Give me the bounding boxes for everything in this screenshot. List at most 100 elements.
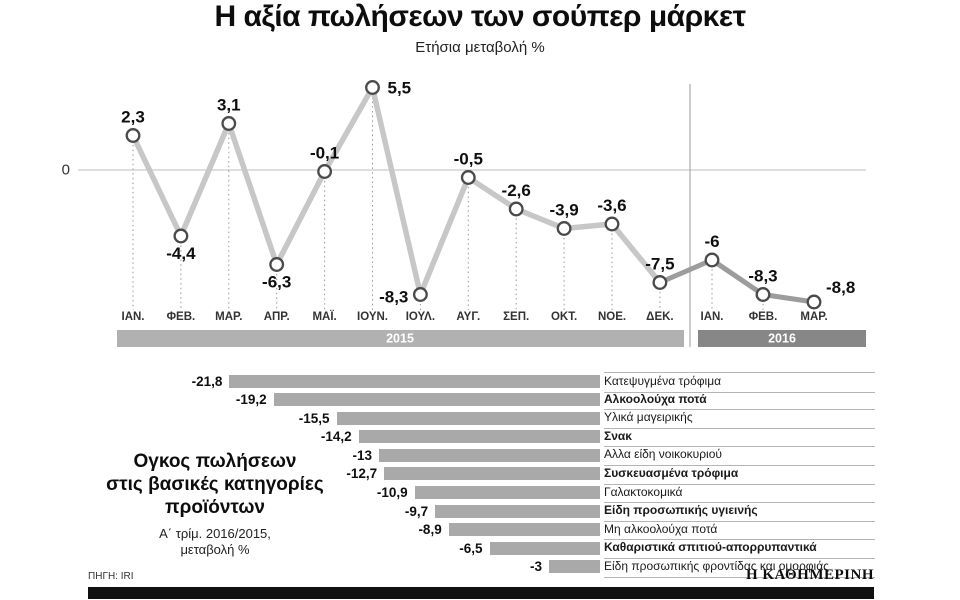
data-point-marker: [755, 287, 771, 302]
month-label: ΙΑΝ.: [122, 311, 145, 323]
month-label: ΜΑΡ.: [215, 311, 242, 323]
series-line-2015: [130, 84, 663, 298]
bar-category-label: Αλλα είδη νοικοκυριού: [604, 446, 875, 466]
page-title: Η αξία πωλήσεων των σούπερ μάρκετ: [214, 0, 746, 33]
bar: [336, 411, 600, 425]
data-point-marker: [412, 287, 428, 302]
bar-category-label: Υλικά μαγειρικής: [604, 409, 875, 429]
bar-value-label: -6,5: [459, 540, 483, 556]
value-label: 5,5: [388, 79, 412, 98]
value-label: 3,1: [217, 96, 241, 115]
bar-row: -9,7 Είδη προσωπικής υγιεινής: [0, 502, 960, 522]
value-label: -0,5: [454, 150, 483, 169]
bar-chart-rows: -21,8 Κατεψυγμένα τρόφιμα -19,2 Αλκοολούχα …: [0, 372, 960, 578]
bar-row: -19,2 Αλκοολούχα ποτά: [0, 391, 960, 411]
month-label: ΦΕΒ.: [749, 311, 778, 323]
data-point-marker: [269, 257, 285, 272]
value-label: -4,4: [166, 244, 196, 263]
bar-chart-title-block: Ογκος πωλήσεων στις βασικές κατηγορίες π…: [80, 450, 350, 558]
year-band-2015: [117, 330, 684, 347]
bar-chart-title-line2: στις βασικές κατηγορίες: [106, 474, 324, 495]
series-line-2016: [657, 257, 817, 305]
data-point-marker: [806, 294, 822, 310]
bar-value-label: -15,5: [298, 410, 330, 426]
value-label: -6: [704, 232, 719, 251]
bar-row: -14,2 Σνακ: [0, 428, 960, 448]
bar-category-label: Καθαριστικά σπιτιού-απορρυπαντικά: [604, 539, 875, 559]
footer-rule: [88, 587, 874, 599]
year-band-2016: [698, 330, 866, 347]
bar-row: -15,5 Υλικά μαγειρικής: [0, 409, 960, 429]
bar-category-label: Είδη προσωπικής υγιεινής: [604, 502, 875, 522]
bar: [379, 448, 600, 462]
value-label: -7,5: [645, 255, 674, 274]
value-label: 2,3: [121, 108, 145, 127]
bar-chart-subtitle-line1: Α΄ τρίμ. 2016/2015,: [159, 526, 271, 541]
bar-category-label: Συσκευασμένα τρόφιμα: [604, 465, 875, 485]
bar-chart-title-line1: Ογκος πωλήσεων: [133, 451, 297, 472]
data-point-marker: [173, 228, 189, 244]
data-point-marker: [556, 221, 572, 236]
bar-row: -10,9 Γαλακτοκομικά: [0, 484, 960, 504]
bar-category-label: Αλκοολούχα ποτά: [604, 391, 875, 411]
bar: [448, 523, 600, 537]
bar-value-label: -10,9: [376, 485, 408, 501]
bar-category-label: Είδη προσωπικής φροντίδας και ομορφιάς: [604, 558, 875, 578]
bar: [414, 486, 600, 500]
bar-chart-subtitle-line2: μεταβολή %: [180, 542, 250, 557]
bar-row: -13 Αλλα είδη νοικοκυριού: [0, 446, 960, 466]
month-label: ΑΠΡ.: [264, 311, 290, 323]
data-point-marker: [604, 216, 620, 232]
month-label: ΟΚΤ.: [551, 311, 577, 323]
bar-value-label: -9,7: [404, 503, 429, 519]
month-label: ΙΟΥΛ.: [406, 311, 435, 323]
bar-value-label: -14,2: [320, 429, 352, 445]
data-point-marker: [125, 128, 141, 143]
data-point-marker: [317, 164, 333, 179]
data-point-marker: [652, 275, 668, 290]
data-point-marker: [704, 252, 720, 268]
data-point-marker: [221, 116, 237, 131]
month-label: ΙΑΝ.: [701, 311, 724, 323]
month-label: ΑΥΓ.: [456, 311, 480, 323]
bar: [384, 467, 600, 481]
bar-category-label: Γαλακτοκομικά: [604, 484, 875, 504]
month-label: ΔΕΚ.: [646, 311, 673, 323]
value-label: -8,8: [826, 278, 855, 297]
value-label: -8,3: [379, 288, 408, 307]
bar-value-label: -3: [529, 559, 542, 575]
bar-row: -6,5 Καθαριστικά σπιτιού-απορρυπαντικά: [0, 539, 960, 559]
zero-axis-label: 0: [62, 162, 70, 179]
value-label: -3,9: [549, 201, 578, 220]
month-label: ΝΟΕ.: [598, 311, 626, 323]
data-point-marker: [365, 80, 380, 95]
source-note: ΠΗΓΗ: IRI: [88, 571, 134, 582]
bar-value-label: -12,7: [346, 466, 378, 482]
bar: [273, 393, 600, 407]
month-label: ΜΑΡ.: [800, 311, 827, 323]
value-label: -8,3: [748, 267, 777, 286]
bar-value-label: -13: [352, 447, 372, 463]
line-chart: 2015 2016 0 2,3 -4,4 3,1 -6,3 -0,1 5,5 -8,3 -0,5 -2…: [62, 79, 866, 347]
bar: [435, 504, 600, 518]
bar-category-label: Σνακ: [604, 428, 875, 448]
bar-category-label: Κατεψυγμένα τρόφιμα: [604, 372, 875, 393]
bar-chart-title-line3: προϊόντων: [165, 497, 265, 518]
value-label: -3,6: [597, 196, 626, 215]
value-label: -6,3: [262, 273, 291, 292]
data-point-marker: [508, 201, 524, 217]
bar-row: -12,7 Συσκευασμένα τρόφιμα: [0, 465, 960, 485]
year-band-2015-label: 2015: [386, 332, 414, 346]
month-label: ΜΑΪ.: [312, 310, 336, 323]
value-label: -2,6: [502, 181, 531, 200]
bar: [229, 374, 600, 388]
value-label: -0,1: [310, 144, 339, 163]
bar-value-label: -8,9: [418, 522, 442, 538]
bar-category-label: Μη αλκοολούχα ποτά: [604, 521, 875, 541]
chart-subtitle: Ετήσια μεταβολή %: [415, 39, 545, 56]
bar: [489, 541, 600, 555]
bar-value-label: -21,8: [191, 373, 223, 389]
bar: [358, 430, 600, 444]
bar-value-label: -19,2: [235, 392, 267, 408]
month-label: ΙΟΥΝ.: [357, 311, 388, 323]
